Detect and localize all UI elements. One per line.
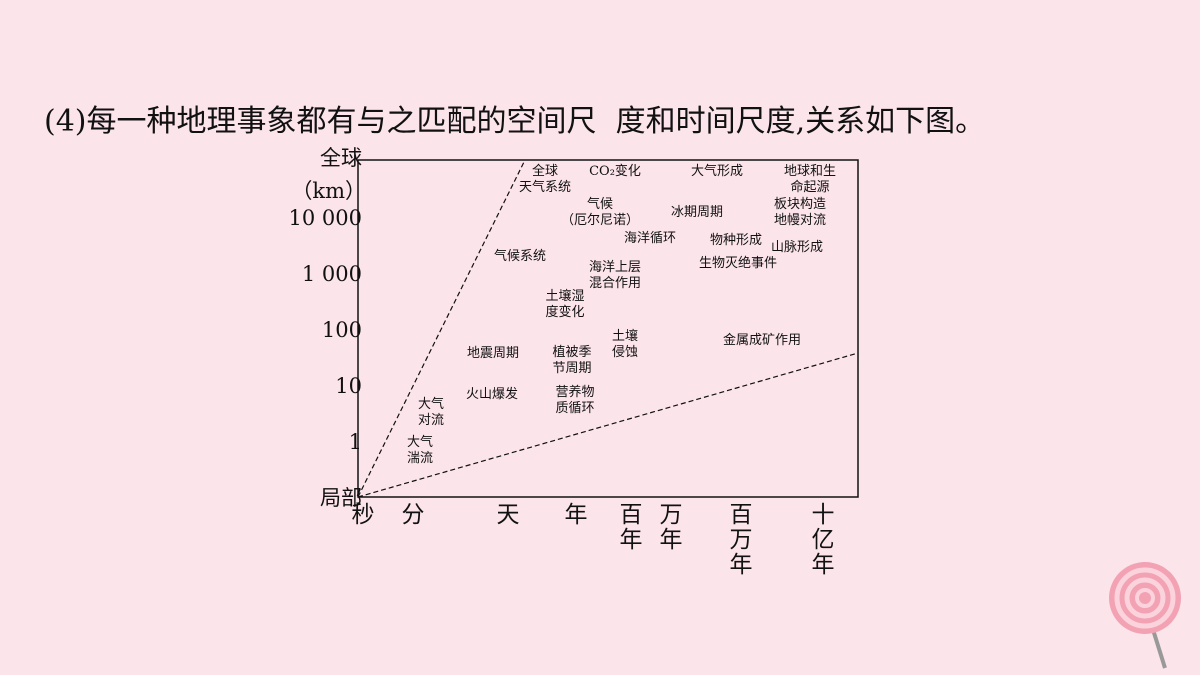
phenomenon-label: 火山爆发: [466, 387, 518, 403]
phenomenon-line: 物种形成: [709, 233, 763, 248]
phenomenon-label: 全球 天气系统: [519, 164, 571, 196]
phenomenon-label: 营养物 质循环: [555, 385, 594, 417]
phenomenon-label: 大气 湍流: [407, 435, 433, 467]
phenomenon-line: 混合作用: [588, 276, 642, 291]
phenomenon-line: 命起源: [790, 180, 830, 195]
phenomenon-line: 对流: [417, 413, 445, 428]
phenomenon-line: 大气形成: [690, 164, 744, 179]
x-tick-label: 万年: [655, 502, 681, 552]
phenomenon-label: 山脉形成: [771, 240, 823, 256]
phenomenon-line: 地球和生: [783, 164, 837, 179]
phenomenon-label: 气候系统: [494, 249, 546, 265]
phenomenon-line: 质循环: [555, 401, 595, 416]
dashed-boundary: [357, 159, 526, 498]
phenomenon-line: 气候系统: [493, 249, 547, 264]
phenomenon-line: （厄尔尼诺）: [560, 213, 640, 228]
y-axis-unit: （km）: [291, 179, 366, 203]
phenomenon-label: 地震周期: [467, 346, 519, 362]
phenomenon-line: 金属成矿作用: [722, 333, 802, 348]
phenomenon-line: CO₂变化: [589, 164, 641, 179]
phenomenon-line: 海洋上层: [588, 260, 642, 275]
phenomenon-label: 大气 对流: [418, 397, 444, 429]
phenomenon-line: 海洋循环: [623, 231, 677, 246]
phenomenon-line: 大气: [406, 435, 434, 450]
phenomenon-label: 海洋循环: [624, 231, 676, 247]
y-axis-top: 全球: [320, 146, 362, 170]
y-tick-label: 1: [348, 430, 362, 454]
heading: (4)每一种地理事象都有与之匹配的空间尺 度和时间尺度,关系如下图。: [44, 104, 986, 139]
phenomenon-label: 生物灭绝事件: [699, 256, 777, 272]
plot-box: [357, 159, 859, 498]
phenomenon-line: 冰期周期: [670, 205, 724, 220]
x-tick-label: 天: [492, 502, 518, 527]
phenomenon-label: 地球和生 命起源: [784, 164, 836, 196]
phenomenon-line: 气候: [586, 197, 614, 212]
y-tick-label: 1 000: [301, 262, 362, 286]
phenomenon-line: 营养物: [555, 385, 595, 400]
dashed-boundary: [357, 352, 859, 498]
phenomenon-label: 气候 （厄尔尼诺）: [561, 197, 639, 229]
phenomenon-line: 全球: [531, 164, 559, 179]
y-tick-label: 100: [321, 318, 362, 342]
x-tick-label: 秒: [347, 502, 373, 527]
phenomenon-line: 火山爆发: [465, 387, 519, 402]
x-tick-label: 百年: [615, 502, 641, 552]
x-tick-label: 分: [397, 502, 423, 527]
phenomenon-line: 侵蚀: [611, 345, 639, 360]
phenomenon-line: 大气: [417, 397, 445, 412]
phenomenon-label: 物种形成: [710, 233, 762, 249]
x-tick-label: 年: [560, 502, 586, 527]
phenomenon-label: 大气形成: [691, 164, 743, 180]
phenomenon-line: 板块构造: [773, 197, 827, 212]
y-tick-label: 10: [335, 374, 362, 398]
phenomenon-label: 海洋上层 混合作用: [589, 260, 641, 292]
phenomenon-line: 植被季: [552, 345, 592, 360]
lollipop: [1109, 562, 1181, 669]
phenomenon-line: 土壤: [611, 329, 639, 344]
y-tick-label: 局部: [320, 486, 362, 510]
phenomenon-label: 冰期周期: [671, 205, 723, 221]
phenomenon-label: 土壤湿 度变化: [545, 289, 584, 321]
phenomenon-line: 天气系统: [518, 180, 572, 195]
phenomenon-line: 生物灭绝事件: [698, 256, 778, 271]
x-tick-label: 十亿年: [807, 502, 833, 577]
phenomenon-line: 节周期: [552, 361, 592, 376]
phenomenon-label: 金属成矿作用: [723, 333, 801, 349]
phenomenon-label: 植被季 节周期: [552, 345, 591, 377]
phenomenon-label: 板块构造 地幔对流: [774, 197, 826, 229]
y-tick-label: 10 000: [288, 206, 362, 230]
phenomenon-line: 地震周期: [466, 346, 520, 361]
phenomenon-line: 土壤湿: [545, 289, 585, 304]
phenomenon-line: 湍流: [406, 451, 434, 466]
phenomenon-line: 度变化: [545, 305, 585, 320]
phenomenon-label: CO₂变化: [589, 164, 641, 180]
phenomenon-line: 地幔对流: [773, 213, 827, 228]
phenomenon-line: 山脉形成: [770, 240, 824, 255]
x-tick-label: 百万年: [725, 502, 751, 577]
phenomenon-label: 土壤 侵蚀: [612, 329, 638, 361]
